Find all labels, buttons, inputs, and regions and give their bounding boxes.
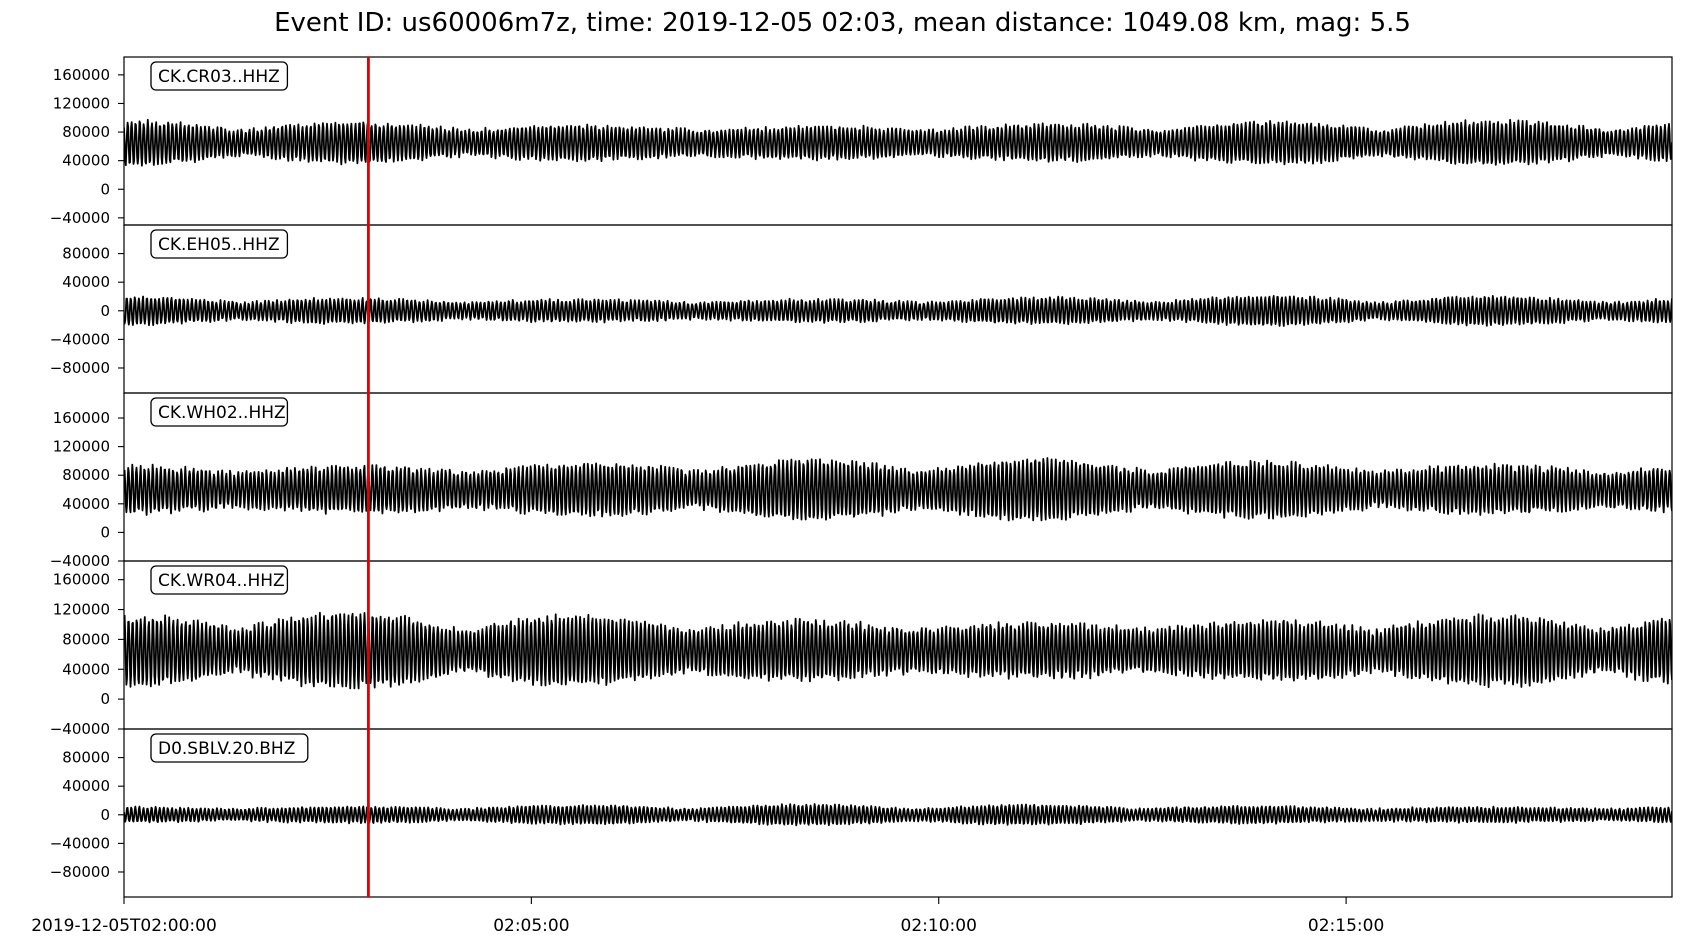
station-label: CK.EH05..HHZ bbox=[150, 229, 289, 259]
y-tick-label: 0 bbox=[100, 302, 110, 320]
station-label-box bbox=[150, 565, 289, 595]
y-tick-label: 0 bbox=[100, 690, 110, 708]
y-tick-label: 0 bbox=[100, 523, 110, 541]
station-label-box bbox=[150, 229, 289, 259]
x-tick-label: 02:15:00 bbox=[1308, 916, 1384, 936]
y-tick-label: −40000 bbox=[50, 834, 110, 852]
x-tick-label: 2019-12-05T02:00:00 bbox=[31, 916, 217, 936]
y-tick-label: 120000 bbox=[53, 94, 110, 112]
y-tick-label: −40000 bbox=[50, 720, 110, 738]
station-label-text: CK.WR04..HHZ bbox=[158, 571, 285, 591]
station-label: CK.CR03..HHZ bbox=[150, 61, 289, 91]
y-tick-label: −40000 bbox=[50, 330, 110, 348]
trace-CK.WR04..HHZ bbox=[124, 611, 1672, 690]
y-tick-label: 0 bbox=[100, 180, 110, 198]
station-label-text: CK.CR03..HHZ bbox=[158, 67, 280, 87]
y-tick-label: −40000 bbox=[50, 209, 110, 227]
trace-CK.EH05..HHZ bbox=[124, 294, 1672, 327]
station-label-box bbox=[150, 61, 289, 91]
chart-title: Event ID: us60006m7z, time: 2019-12-05 0… bbox=[274, 8, 1411, 38]
station-label: D0.SBLV.20.BHZ bbox=[150, 733, 309, 763]
station-label: CK.WH02..HHZ bbox=[150, 397, 289, 427]
x-tick-label: 02:10:00 bbox=[901, 916, 977, 936]
y-tick-label: 40000 bbox=[62, 273, 110, 291]
y-tick-label: −80000 bbox=[50, 863, 110, 881]
trace-CK.CR03..HHZ bbox=[124, 118, 1672, 167]
station-label-box bbox=[150, 733, 309, 763]
trace-D0.SBLV.20.BHZ bbox=[124, 803, 1672, 827]
y-tick-label: 80000 bbox=[62, 123, 110, 141]
panel-frame bbox=[123, 728, 1673, 898]
station-label-box bbox=[150, 397, 289, 427]
y-tick-label: 80000 bbox=[62, 630, 110, 648]
station-label: CK.WR04..HHZ bbox=[150, 565, 289, 595]
trace-CK.WH02..HHZ bbox=[124, 457, 1672, 522]
y-tick-label: 40000 bbox=[62, 495, 110, 513]
y-tick-label: 80000 bbox=[62, 245, 110, 263]
y-tick-label: 120000 bbox=[53, 438, 110, 456]
station-label-text: D0.SBLV.20.BHZ bbox=[158, 739, 295, 759]
y-tick-label: −80000 bbox=[50, 359, 110, 377]
y-tick-label: 160000 bbox=[53, 66, 110, 84]
y-tick-label: 80000 bbox=[62, 466, 110, 484]
y-tick-label: 40000 bbox=[62, 660, 110, 678]
y-tick-label: 160000 bbox=[53, 571, 110, 589]
station-label-text: CK.WH02..HHZ bbox=[158, 403, 286, 423]
y-tick-label: −40000 bbox=[50, 552, 110, 570]
y-tick-label: 120000 bbox=[53, 601, 110, 619]
y-tick-label: 0 bbox=[100, 806, 110, 824]
station-label-text: CK.EH05..HHZ bbox=[158, 235, 280, 255]
y-tick-label: 40000 bbox=[62, 777, 110, 795]
y-tick-label: 160000 bbox=[53, 409, 110, 427]
y-tick-label: 40000 bbox=[62, 152, 110, 170]
x-tick-label: 02:05:00 bbox=[493, 916, 569, 936]
y-tick-label: 80000 bbox=[62, 749, 110, 767]
